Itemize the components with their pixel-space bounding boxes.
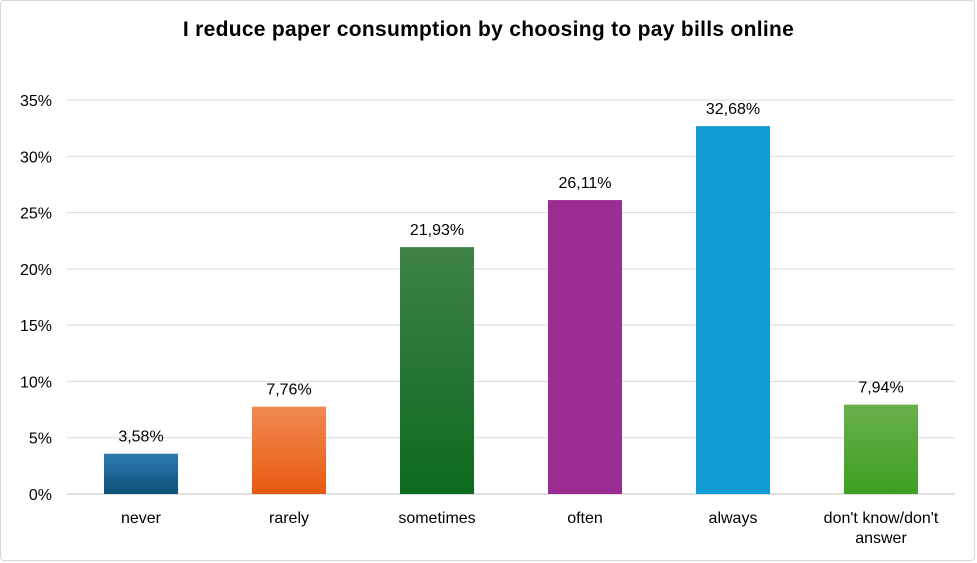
y-tick-label: 30% [20, 149, 52, 166]
data-label: 21,93% [410, 222, 464, 239]
gridlines [67, 99, 955, 495]
bars [104, 126, 918, 495]
bar-always [696, 126, 770, 494]
data-label: 7,94% [858, 380, 903, 397]
y-tick-label: 20% [20, 262, 52, 279]
data-label: 7,76% [266, 382, 311, 399]
data-label: 26,11% [558, 175, 611, 192]
y-tick-label: 0% [29, 487, 52, 504]
category-label: often [567, 510, 603, 527]
data-label: 3,58% [118, 429, 163, 446]
data-label: 32,68% [706, 101, 760, 118]
bar-rarely [252, 406, 326, 494]
chart-title: I reduce paper consumption by choosing t… [182, 18, 795, 41]
bar-often [548, 200, 622, 495]
category-label: never [121, 510, 162, 527]
category-label: don't know/don't answer [824, 510, 939, 547]
category-label: rarely [269, 510, 309, 527]
y-tick-label: 10% [20, 374, 52, 391]
category-label: always [709, 510, 758, 527]
y-tick-label: 15% [20, 318, 52, 335]
bar-don-t-know-don-t-answer [844, 404, 918, 494]
bar-sometimes [400, 247, 474, 494]
x-axis-category-labels: never rarely sometimes often always don't kno… [121, 510, 939, 547]
bar-never [104, 453, 178, 494]
y-tick-label: 35% [20, 93, 52, 110]
category-label: sometimes [398, 510, 475, 527]
y-axis-tick-labels: 0% 5% 10% 15% 20% 25% 30% 35% [20, 93, 52, 504]
y-tick-label: 25% [20, 206, 52, 223]
y-tick-label: 5% [29, 431, 52, 448]
data-labels: 3,58% 7,76% 21,93% 26,11% 32,68% 7,94% [118, 101, 903, 446]
